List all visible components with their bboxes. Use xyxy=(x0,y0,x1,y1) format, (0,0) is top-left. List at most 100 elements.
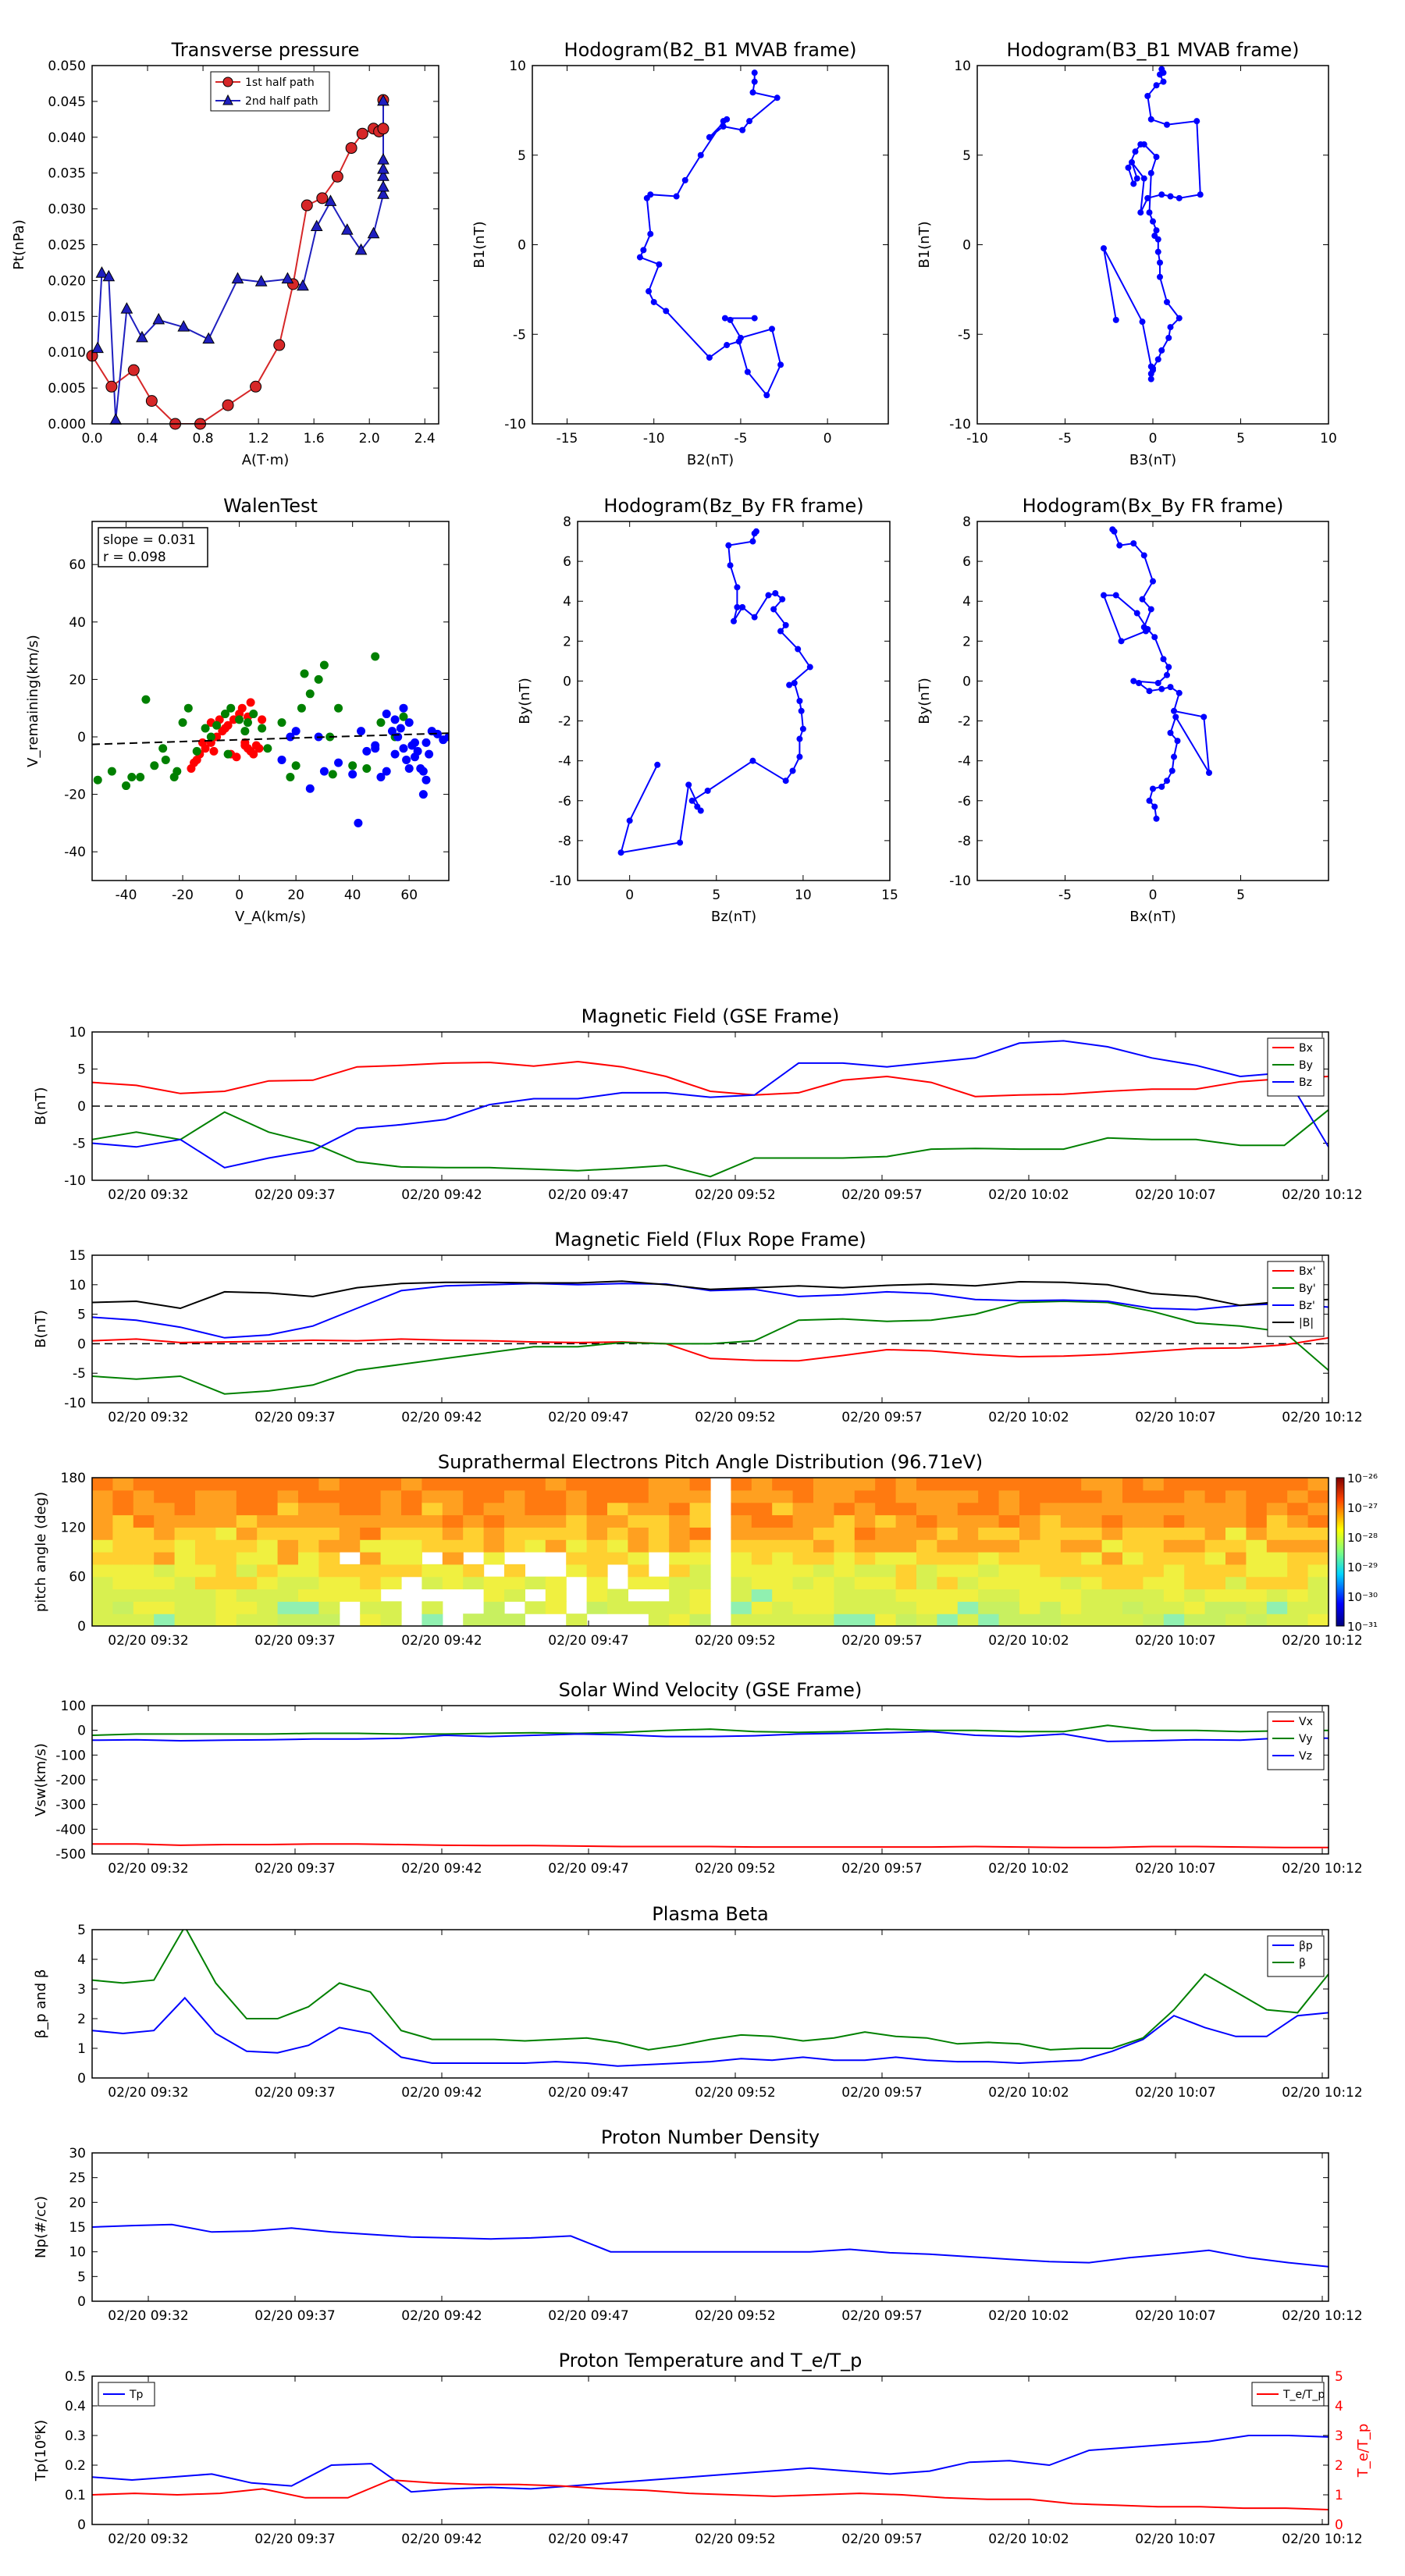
data-point xyxy=(127,364,140,376)
heatmap-cell xyxy=(545,1527,567,1540)
heatmap-cell xyxy=(751,1478,773,1491)
y-tick-label: 8 xyxy=(563,514,571,530)
heatmap-cell xyxy=(669,1489,691,1503)
time-tick-label: 02/20 09:37 xyxy=(254,2308,335,2324)
fit-line xyxy=(92,732,449,745)
y-tick-label: 0 xyxy=(77,2071,86,2087)
right-tick-label: 1 xyxy=(1335,2488,1343,2503)
heatmap-cell xyxy=(215,1514,237,1528)
time-tick-label: 02/20 09:52 xyxy=(695,1861,775,1877)
scatter-point xyxy=(161,755,170,764)
data-point xyxy=(1112,316,1119,323)
heatmap-cell xyxy=(298,1539,319,1553)
heatmap-cell xyxy=(1019,1576,1040,1590)
heatmap-cell xyxy=(1246,1576,1268,1590)
scatter-point xyxy=(192,746,201,756)
plot-frame xyxy=(577,521,891,881)
heatmap-cell xyxy=(133,1552,155,1565)
x-tick-label: -5 xyxy=(734,431,747,447)
heatmap-cell xyxy=(1081,1478,1103,1491)
scatter-point xyxy=(190,758,199,767)
heatmap-cell xyxy=(998,1576,1020,1590)
scatter-point xyxy=(291,761,301,770)
data-point xyxy=(1160,656,1167,663)
scatter-point xyxy=(141,695,151,704)
data-point xyxy=(746,118,753,125)
heatmap-cell xyxy=(1287,1576,1309,1590)
time-tick-label: 02/20 09:47 xyxy=(548,1633,628,1649)
y-tick-label: 0 xyxy=(77,2294,86,2310)
heatmap-cell xyxy=(277,1576,299,1590)
time-tick-label: 02/20 09:32 xyxy=(108,2308,188,2324)
data-point xyxy=(1116,542,1123,549)
heatmap-cell xyxy=(277,1552,299,1565)
heatmap-cell xyxy=(854,1552,876,1565)
y-tick-label: 0.035 xyxy=(48,166,86,182)
plot-frame xyxy=(91,1031,1329,1181)
data-point xyxy=(1147,116,1154,123)
y-tick-label: 0 xyxy=(518,238,526,254)
series-line xyxy=(92,1843,1329,1848)
heatmap-cell xyxy=(751,1514,773,1528)
chart-title: Plasma Beta xyxy=(652,1903,768,1925)
y-tick-label: -100 xyxy=(55,1748,86,1763)
data-point xyxy=(1167,729,1174,736)
heatmap-cell xyxy=(792,1527,814,1540)
heatmap-cell xyxy=(154,1502,176,1516)
scatter-point xyxy=(277,718,286,728)
x-tick-label: 20 xyxy=(287,888,304,903)
data-point xyxy=(737,334,744,341)
tp-chart: Transverse pressure 0.000 0.005 0.010 0.015 0… xyxy=(11,39,439,468)
heatmap-cell xyxy=(1122,1614,1144,1626)
heatmap-cell xyxy=(1019,1514,1040,1528)
data-point xyxy=(706,133,713,141)
x-axis-label: Bx(nT) xyxy=(1129,909,1176,925)
heatmap-cell xyxy=(1184,1478,1206,1491)
heatmap-cell xyxy=(566,1539,588,1553)
heatmap-cell xyxy=(895,1564,917,1578)
x-tick-label: -10 xyxy=(643,431,665,447)
colorbar-tick-label: 10⁻³¹ xyxy=(1347,1620,1378,1634)
heatmap-cell xyxy=(689,1478,711,1491)
data-point xyxy=(777,361,784,368)
heatmap-cell xyxy=(1266,1478,1288,1491)
scatter-point xyxy=(393,732,403,742)
data-point xyxy=(1176,315,1183,322)
heatmap-cell xyxy=(463,1564,485,1578)
heatmap-cell xyxy=(92,1489,113,1503)
heatmap-cell xyxy=(1019,1478,1040,1491)
heatmap-cell xyxy=(525,1576,546,1590)
scatter-point xyxy=(122,781,131,791)
scatter-point xyxy=(127,773,137,782)
heatmap-cell xyxy=(1122,1601,1144,1614)
chart-title: Magnetic Field (Flux Rope Frame) xyxy=(554,1229,866,1251)
heatmap-cell xyxy=(1287,1539,1309,1553)
x-tick-label: -40 xyxy=(116,888,137,903)
time-tick-label: 02/20 10:07 xyxy=(1135,1861,1215,1877)
heatmap-cell xyxy=(1225,1614,1247,1626)
heatmap-cell xyxy=(92,1514,113,1528)
time-tick-label: 02/20 10:12 xyxy=(1282,2085,1362,2101)
heatmap-cell xyxy=(854,1502,876,1516)
heatmap-cell xyxy=(813,1589,834,1602)
heatmap-cell xyxy=(1246,1502,1268,1516)
x-tick-label: 5 xyxy=(1236,888,1245,903)
time-tick-label: 02/20 09:32 xyxy=(108,1410,188,1425)
heatmap-cell xyxy=(1040,1502,1062,1516)
heatmap-cell xyxy=(257,1589,279,1602)
heatmap-cell xyxy=(1019,1614,1040,1626)
heatmap-cell xyxy=(895,1478,917,1491)
heatmap-cell xyxy=(380,1601,402,1614)
heatmap-cell xyxy=(92,1502,113,1516)
scatter-point xyxy=(286,732,295,742)
heatmap-cell xyxy=(277,1614,299,1626)
scatter-point xyxy=(258,715,267,724)
heatmap-cell xyxy=(483,1539,505,1553)
heatmap-cell xyxy=(792,1589,814,1602)
data-point xyxy=(626,817,633,824)
time-tick-label: 02/20 09:32 xyxy=(108,1633,188,1649)
heatmap-cell xyxy=(1204,1576,1226,1590)
series-line xyxy=(92,1731,1329,1742)
y-tick-label: 0.1 xyxy=(65,2488,86,2503)
data-point xyxy=(1157,71,1163,78)
